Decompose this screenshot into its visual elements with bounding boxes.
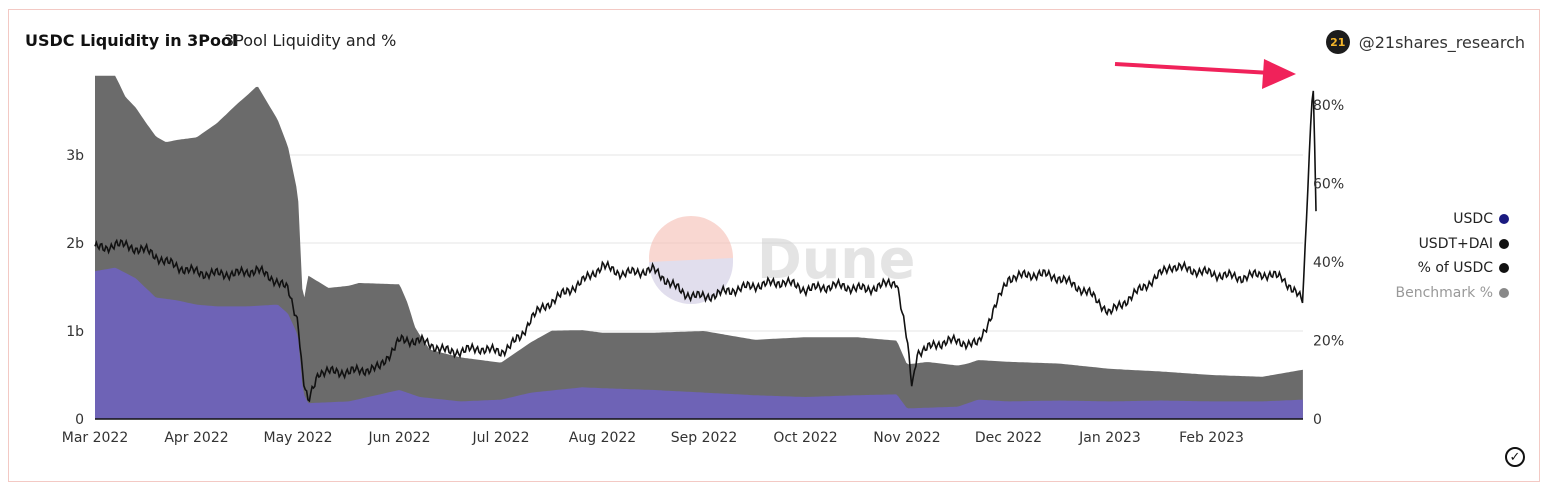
x-tick-label: May 2022 — [263, 430, 332, 446]
x-tick-label: Jul 2022 — [472, 430, 530, 446]
y-right-tick-label: 80% — [1313, 98, 1344, 114]
x-tick-label: Jan 2023 — [1078, 430, 1141, 446]
dune-logo-lower-icon — [649, 258, 733, 304]
y-right-tick-label: 40% — [1313, 255, 1344, 271]
author-link[interactable]: 21 @21shares_research — [1325, 30, 1525, 54]
area-usdt-dai — [95, 75, 1303, 420]
y-right-tick-label: 0 — [1313, 412, 1322, 428]
check-circle-icon[interactable]: ✓ — [1505, 447, 1525, 467]
y-right-tick-label: 60% — [1313, 177, 1344, 193]
author-name: @21shares_research — [1358, 32, 1525, 52]
legend-item-usdt-dai[interactable]: USDT+DAI — [1396, 236, 1509, 261]
area-series — [95, 75, 1303, 420]
chart-title: USDC Liquidity in 3Pool — [25, 31, 238, 50]
y-left-tick-label: 1b — [66, 324, 84, 340]
x-tick-label: Jun 2022 — [368, 430, 431, 446]
x-tick-label: Mar 2022 — [62, 430, 129, 446]
legend-dot-benchmark-icon — [1499, 287, 1509, 298]
area-usdc — [95, 267, 1303, 419]
y-left-tick-label: 2b — [66, 236, 84, 252]
line-pct-usdc — [94, 90, 1317, 403]
y-right-tick-label: 20% — [1313, 334, 1344, 350]
legend-dot-usdc-icon — [1499, 214, 1509, 224]
y-left-tick-label: 0 — [75, 412, 84, 428]
x-tick-label: Feb 2023 — [1179, 430, 1244, 446]
legend-dot-usdt-dai-icon — [1499, 238, 1509, 249]
x-tick-label: Sep 2022 — [671, 430, 737, 446]
legend-item-pct-usdc[interactable]: % of USDC — [1396, 260, 1509, 285]
legend-item-benchmark[interactable]: Benchmark % — [1396, 285, 1509, 310]
x-tick-label: Oct 2022 — [773, 430, 837, 446]
x-tick-label: Nov 2022 — [873, 430, 940, 446]
x-tick-label: Dec 2022 — [975, 430, 1042, 446]
legend-item-usdc[interactable]: USDC — [1396, 211, 1509, 236]
annotation-arrow-icon — [1114, 59, 1296, 89]
dune-watermark: Dune — [649, 216, 915, 304]
axes: Mar 2022 Apr 2022 May 2022 Jun 2022 Jul 2022… — [62, 98, 1344, 446]
chart-subtitle: 3Pool Liquidity and % — [224, 31, 397, 50]
y-left-tick-label: 3b — [66, 148, 84, 164]
author-logo-icon: 21 — [1325, 30, 1350, 54]
watermark-text: Dune — [757, 228, 915, 291]
line-series — [94, 90, 1317, 403]
x-tick-label: Aug 2022 — [569, 430, 636, 446]
legend-dot-pct-usdc-icon — [1499, 263, 1509, 273]
chart-legend: USDC USDT+DAI % of USDC Benchmark % — [1396, 211, 1509, 310]
x-tick-label: Apr 2022 — [164, 430, 228, 446]
